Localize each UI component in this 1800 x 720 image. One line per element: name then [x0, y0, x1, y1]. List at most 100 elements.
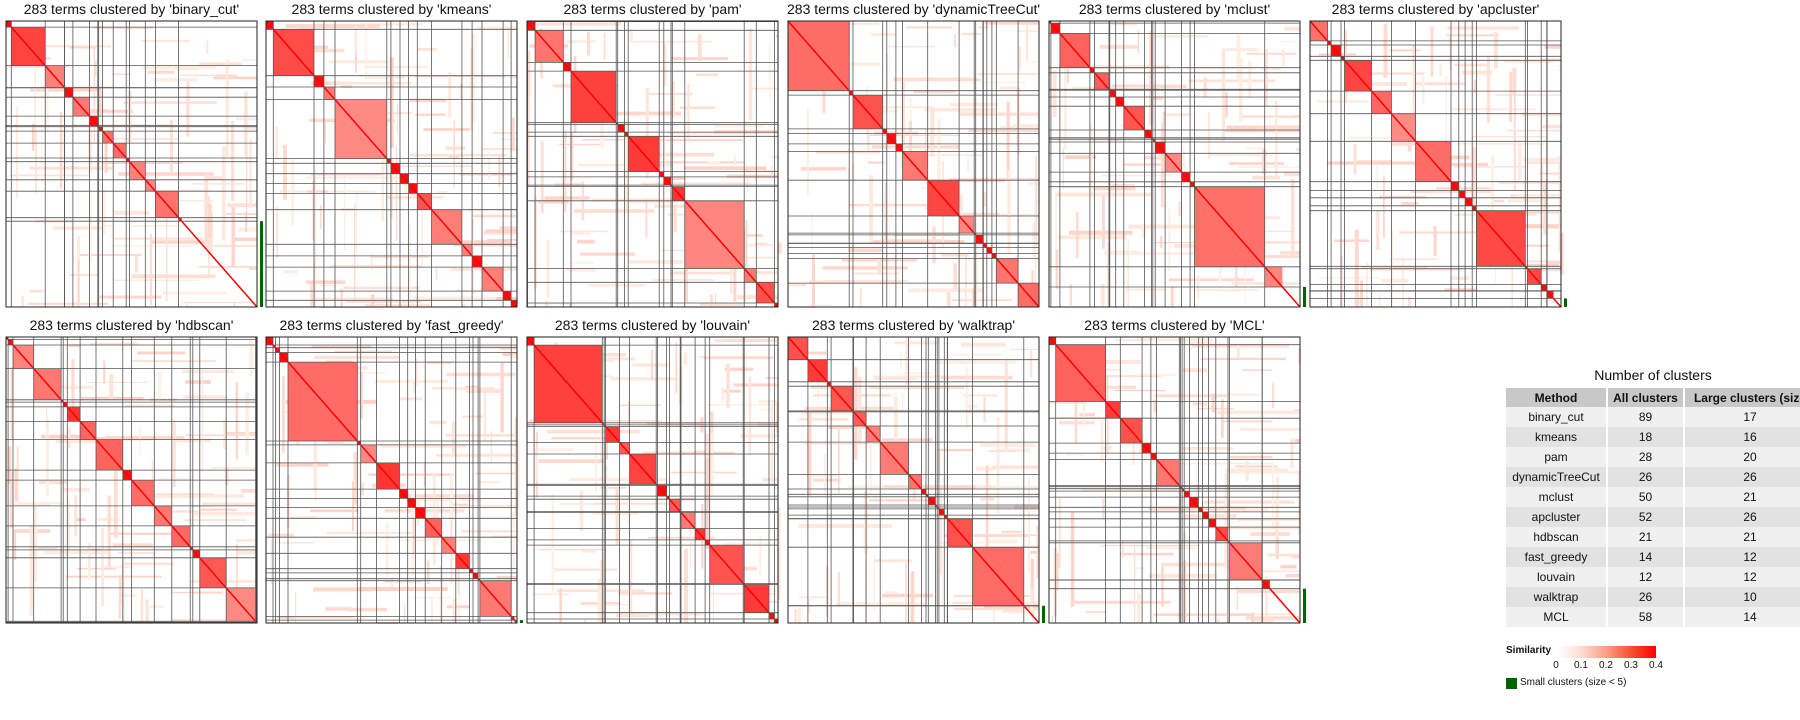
similarity-cell	[532, 448, 574, 451]
similarity-cell	[59, 111, 63, 189]
similarity-cell	[710, 432, 714, 496]
similarity-cell	[1248, 60, 1252, 98]
heatmap-panel-walktrap: 283 terms clustered by 'walktrap'	[787, 316, 1048, 626]
heatmap-panel-pam: 283 terms clustered by 'pam'	[526, 0, 787, 310]
similarity-cell	[507, 619, 510, 623]
diagonal	[526, 20, 779, 308]
similarity-cell	[1433, 225, 1437, 256]
similarity-cell	[1507, 224, 1561, 229]
similarity-cell	[1354, 159, 1393, 163]
similarity-cell	[459, 499, 482, 501]
similarity-cell	[532, 593, 570, 596]
similarity-cell	[102, 225, 114, 227]
similarity-cell	[1004, 360, 1008, 449]
similarity-cell	[1237, 166, 1300, 168]
similarity-cell	[587, 31, 590, 56]
count-cell: 10	[1685, 587, 1800, 607]
similarity-cell	[722, 338, 778, 342]
similarity-cell	[847, 204, 928, 207]
similarity-cell	[27, 302, 109, 305]
similarity-cell	[143, 189, 211, 191]
similarity-cell	[546, 429, 640, 434]
similarity-cell	[185, 434, 257, 436]
similarity-cell	[544, 196, 590, 200]
similarity-cell	[580, 252, 635, 256]
count-cell: 21	[1608, 527, 1683, 547]
similarity-cell	[33, 503, 38, 582]
similarity-cell	[1073, 600, 1171, 604]
similarity-cell	[881, 438, 933, 442]
similarity-cell	[514, 416, 517, 516]
similarity-cell	[112, 543, 153, 548]
similarity-cell	[679, 106, 716, 109]
similarity-cell	[1107, 241, 1110, 307]
count-cell: 26	[1685, 507, 1800, 527]
similarity-cell	[1296, 148, 1300, 151]
similarity-cell	[249, 267, 257, 270]
similarity-cell	[1504, 60, 1553, 63]
similarity-cell	[1067, 68, 1069, 84]
similarity-cell	[645, 87, 649, 179]
similarity-cell	[726, 174, 778, 179]
similarity-cell	[507, 28, 510, 59]
similarity-cell	[1028, 477, 1030, 572]
similarity-cell	[1262, 68, 1282, 71]
similarity-cell	[461, 530, 517, 533]
similarity-cell	[206, 40, 209, 54]
method-cell: mclust	[1506, 487, 1606, 507]
similarity-cell	[1149, 35, 1208, 38]
similarity-cell	[733, 383, 778, 387]
similarity-cell	[1245, 461, 1249, 482]
similarity-cell	[966, 404, 978, 408]
count-cell: 14	[1608, 547, 1683, 567]
panel-title: 283 terms clustered by 'apcluster'	[1331, 1, 1540, 17]
similarity-cell	[953, 607, 1039, 610]
similarity-cell	[913, 486, 916, 500]
similarity-cell	[82, 109, 133, 113]
count-cell: 28	[1608, 447, 1683, 467]
similarity-cell	[1240, 427, 1300, 431]
similarity-cell	[618, 592, 673, 595]
similarity-cell	[62, 488, 90, 492]
count-cell: 12	[1685, 567, 1800, 587]
similarity-cell	[1101, 174, 1172, 177]
similarity-cell	[140, 588, 144, 623]
similarity-cell	[132, 360, 217, 362]
similarity-cell	[1542, 299, 1561, 301]
similarity-cell	[103, 189, 106, 234]
similarity-cell	[1182, 150, 1185, 167]
similarity-cell	[1181, 447, 1233, 450]
similarity-cell	[993, 602, 995, 623]
similarity-cell	[1298, 470, 1300, 535]
similarity-cell	[1291, 555, 1300, 559]
similarity-cell	[89, 343, 138, 346]
similarity-cell	[500, 138, 517, 141]
similarity-cell	[1065, 453, 1085, 456]
similarity-cell	[9, 66, 70, 68]
similarity-cell	[1057, 552, 1059, 591]
similarity-cell	[201, 373, 203, 473]
similarity-cell	[417, 47, 437, 51]
similarity-cell	[73, 124, 172, 126]
similarity-cell	[498, 156, 501, 187]
similarity-cell	[405, 498, 450, 502]
similarity-cell	[901, 81, 905, 170]
similarity-cell	[65, 575, 162, 578]
similarity-cell	[573, 209, 655, 213]
similarity-cell	[329, 372, 388, 374]
similarity-cell	[1242, 507, 1268, 512]
similarity-cell	[139, 425, 142, 457]
similarity-cell	[1507, 129, 1561, 132]
similarity-cell	[1495, 94, 1561, 96]
similarity-cell	[1215, 525, 1300, 530]
similarity-cell	[490, 431, 492, 463]
similarity-cell	[166, 204, 168, 302]
similarity-cell	[329, 264, 422, 268]
similarity-cell	[364, 75, 406, 79]
count-cell: 89	[1608, 407, 1683, 427]
similarity-cell	[941, 375, 1013, 380]
similarity-cell	[184, 519, 247, 522]
similarity-cell	[585, 604, 629, 606]
similarity-cell	[345, 300, 422, 303]
count-cell: 26	[1608, 467, 1683, 487]
